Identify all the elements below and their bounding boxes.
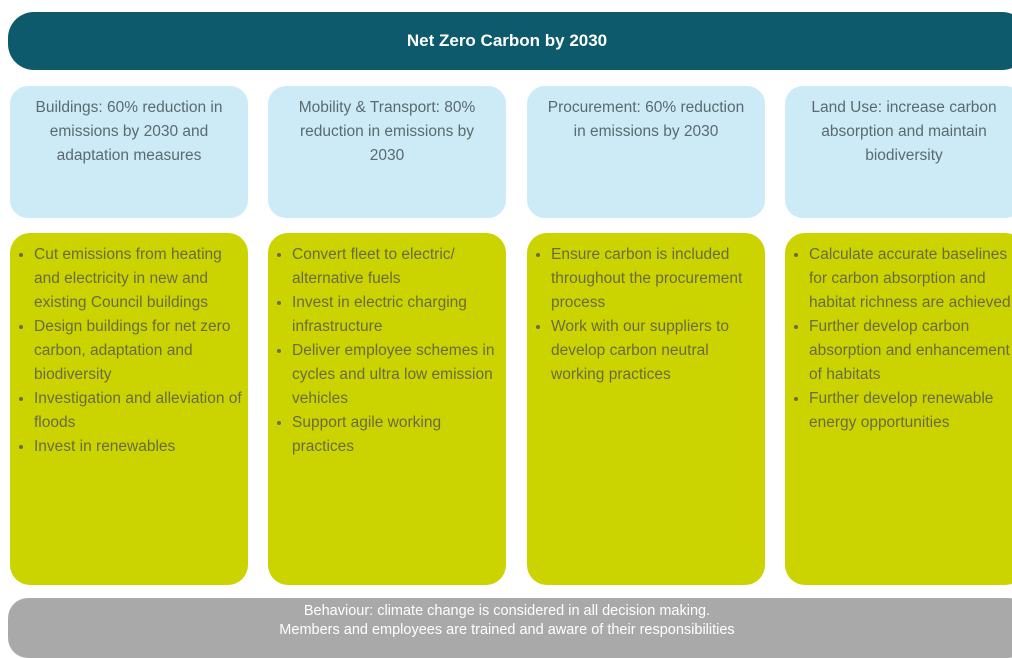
bullet: Ensure carbon is included throughout the… — [551, 243, 761, 315]
bullet: Cut emissions from heating and electrici… — [34, 243, 244, 315]
bullet-list: Calculate accurate baselines for carbon … — [795, 243, 1012, 435]
column-body: Ensure carbon is included throughout the… — [527, 233, 765, 585]
column-body: Cut emissions from heating and electrici… — [10, 233, 248, 585]
bullet: Support agile working practices — [292, 411, 502, 459]
bullet-list: Convert fleet to electric/ alternative f… — [278, 243, 502, 459]
footer-line: Behaviour: climate change is considered … — [303, 603, 711, 619]
bullet: Deliver employee schemes in cycles and u… — [292, 339, 502, 411]
column-heading: Buildings: 60% reduction in emissions by… — [35, 99, 223, 164]
bullet: Work with our suppliers to develop carbo… — [551, 315, 761, 387]
bullet: Convert fleet to electric/ alternative f… — [292, 243, 502, 291]
footer-line: Members and employees are trained and aw… — [279, 622, 735, 638]
title: Net Zero Carbon by 2030 — [406, 31, 608, 50]
bullet: Investigation and alleviation of floods — [34, 387, 244, 435]
bullet: Invest in electric charging infrastructu… — [292, 291, 502, 339]
column-heading: Procurement: 60% reduction in emissions … — [547, 99, 745, 140]
bullet: Calculate accurate baselines for carbon … — [809, 243, 1012, 315]
column-heading-box: Mobility & Transport: 80% reduction in e… — [268, 86, 506, 218]
bullet: Further develop carbon absorption and en… — [809, 315, 1012, 387]
bullet: Further develop renewable energy opportu… — [809, 387, 1012, 435]
column-heading-box: Buildings: 60% reduction in emissions by… — [10, 86, 248, 218]
column-heading-box: Procurement: 60% reduction in emissions … — [527, 86, 765, 218]
bullet: Design buildings for net zero carbon, ad… — [34, 315, 244, 387]
bullet: Invest in renewables — [34, 435, 244, 459]
bullet-list: Cut emissions from heating and electrici… — [20, 243, 244, 459]
title-bar: Net Zero Carbon by 2030 — [8, 12, 1012, 70]
bullet-list: Ensure carbon is included throughout the… — [537, 243, 761, 387]
column-heading-box: Land Use: increase carbon absorption and… — [785, 86, 1012, 218]
column-heading: Mobility & Transport: 80% reduction in e… — [298, 99, 476, 164]
column-body: Convert fleet to electric/ alternative f… — [268, 233, 506, 585]
column-body: Calculate accurate baselines for carbon … — [785, 233, 1012, 585]
footer: Behaviour: climate change is considered … — [8, 598, 1012, 658]
column-heading: Land Use: increase carbon absorption and… — [811, 99, 997, 164]
